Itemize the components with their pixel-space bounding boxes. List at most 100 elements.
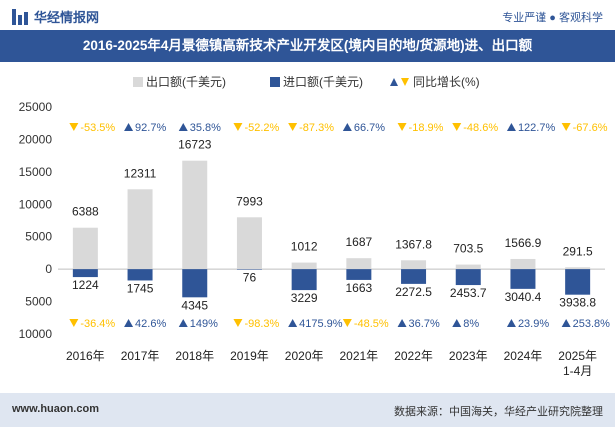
import-value-label: 2453.7 xyxy=(450,286,487,300)
import-value-label: 76 xyxy=(243,271,257,285)
export-value-label: 291.5 xyxy=(563,244,593,258)
legend-label-import: 进口额(千美元) xyxy=(283,75,363,89)
export-growth-label-triangle-down xyxy=(288,123,298,131)
y-tick-label: 0 xyxy=(45,262,52,276)
import-growth-label-triangle-up xyxy=(124,319,134,327)
export-bar xyxy=(127,189,153,270)
y-tick-label: 5000 xyxy=(25,295,52,309)
legend-swatch-export xyxy=(133,77,143,87)
export-growth-label: 35.8% xyxy=(190,122,221,134)
y-tick-label: 10000 xyxy=(19,327,53,341)
import-value-label: 3040.4 xyxy=(505,290,542,304)
import-value-label: 1224 xyxy=(72,278,99,292)
export-growth-label: -52.2% xyxy=(244,122,279,134)
import-bar xyxy=(127,269,153,281)
export-bar xyxy=(72,227,98,270)
import-growth-label: 42.6% xyxy=(135,318,166,330)
import-growth-label-triangle-down xyxy=(342,319,352,327)
export-growth-label: -87.3% xyxy=(299,122,334,134)
chart: 出口额(千美元) 进口额(千美元) 同比增长(%) 25000 20000 15000 10… xyxy=(19,75,611,378)
import-bar xyxy=(401,269,427,284)
export-bar xyxy=(236,217,262,270)
export-bar xyxy=(401,260,427,270)
legend-label-export: 出口额(千美元) xyxy=(146,75,226,89)
export-value-label: 16723 xyxy=(178,138,212,152)
export-growth-label-triangle-down xyxy=(233,123,243,131)
import-value-label: 2272.5 xyxy=(395,285,432,299)
export-bar xyxy=(455,264,481,270)
x-tick-label: 2023年 xyxy=(449,349,488,363)
import-growth-label-triangle-up xyxy=(452,319,462,327)
import-growth-label: -36.4% xyxy=(80,318,115,330)
x-tick-label: 2018年 xyxy=(175,349,214,363)
export-value-label: 7993 xyxy=(236,194,263,208)
import-growth-label: 4175.9% xyxy=(299,318,343,330)
import-bar xyxy=(565,269,591,295)
import-growth-label-triangle-down xyxy=(69,319,79,327)
import-growth-label: 23.9% xyxy=(518,318,549,330)
import-value-label: 1745 xyxy=(127,281,154,295)
export-growth-label-triangle-down xyxy=(69,123,79,131)
y-tick-label: 10000 xyxy=(19,197,53,211)
x-tick-label: 2025年 xyxy=(558,349,597,363)
export-value-label: 12311 xyxy=(124,166,157,180)
export-value-label: 1012 xyxy=(291,240,318,254)
import-growth-label: -98.3% xyxy=(244,318,279,330)
import-bar xyxy=(182,269,208,298)
export-growth-label-triangle-down xyxy=(452,123,462,131)
brand-logo: 华经情报网 xyxy=(12,7,99,26)
import-growth-label-triangle-up xyxy=(178,319,188,327)
export-growth-label: -48.6% xyxy=(463,122,498,134)
export-bar xyxy=(510,258,536,270)
chart-title: 2016-2025年4月景德镇高新技术产业开发区(境内目的地/货源地)进、出口额 xyxy=(82,38,533,53)
import-growth-label: 8% xyxy=(463,318,479,330)
export-bar xyxy=(346,258,372,270)
export-bar xyxy=(182,160,208,270)
x-tick-label: 2022年 xyxy=(394,349,433,363)
import-value-label: 3229 xyxy=(291,291,318,305)
legend-triangle-down xyxy=(401,78,409,86)
export-value-label: 1566.9 xyxy=(505,236,542,250)
legend-triangle-up xyxy=(390,78,398,86)
x-tick-label: 2021年 xyxy=(339,349,378,363)
export-growth-label-triangle-up xyxy=(506,123,516,131)
x-tick-label: 2017年 xyxy=(121,349,160,363)
brand-name: 华经情报网 xyxy=(34,10,100,25)
import-bar xyxy=(291,269,317,291)
export-value-label: 1367.8 xyxy=(395,237,432,251)
y-tick-label: 5000 xyxy=(25,230,52,244)
x-tick-label: 2019年 xyxy=(230,349,269,363)
import-growth-label: 36.7% xyxy=(409,318,440,330)
import-growth-label-triangle-up xyxy=(288,319,298,327)
export-growth-label: 92.7% xyxy=(135,122,166,134)
import-growth-label: 253.8% xyxy=(573,318,611,330)
import-value-label: 1663 xyxy=(345,281,372,295)
import-bar xyxy=(346,269,372,280)
y-tick-label: 20000 xyxy=(19,132,53,146)
export-growth-label-triangle-down xyxy=(397,123,407,131)
export-value-label: 703.5 xyxy=(453,242,483,256)
x-tick-label: 2024年 xyxy=(504,349,543,363)
export-growth-label-triangle-down xyxy=(561,123,571,131)
export-growth-label: -53.5% xyxy=(80,122,115,134)
export-growth-label-triangle-up xyxy=(342,123,352,131)
top-bar: 华经情报网 专业严谨 ● 客观科学 xyxy=(0,0,615,30)
import-growth-label-triangle-up xyxy=(506,319,516,327)
import-bar xyxy=(510,269,536,289)
legend-label-growth: 同比增长(%) xyxy=(413,75,480,89)
data-source: 数据来源：中国海关，华经产业研究院整理 xyxy=(394,406,603,418)
export-bar xyxy=(291,262,317,270)
import-value-label: 4345 xyxy=(181,298,208,312)
title-bar: 2016-2025年4月景德镇高新技术产业开发区(境内目的地/货源地)进、出口额 xyxy=(0,30,615,62)
export-growth-label-triangle-up xyxy=(178,123,188,131)
import-growth-label-triangle-up xyxy=(397,319,407,327)
bar-chart-icon xyxy=(12,8,28,25)
import-growth-label: -48.5% xyxy=(354,318,389,330)
x-tick-label: 2020年 xyxy=(285,349,324,363)
y-tick-label: 15000 xyxy=(19,165,53,179)
legend-swatch-import xyxy=(270,77,280,87)
import-bar xyxy=(72,269,98,278)
export-growth-label-triangle-up xyxy=(124,123,134,131)
y-tick-label: 25000 xyxy=(19,100,53,114)
